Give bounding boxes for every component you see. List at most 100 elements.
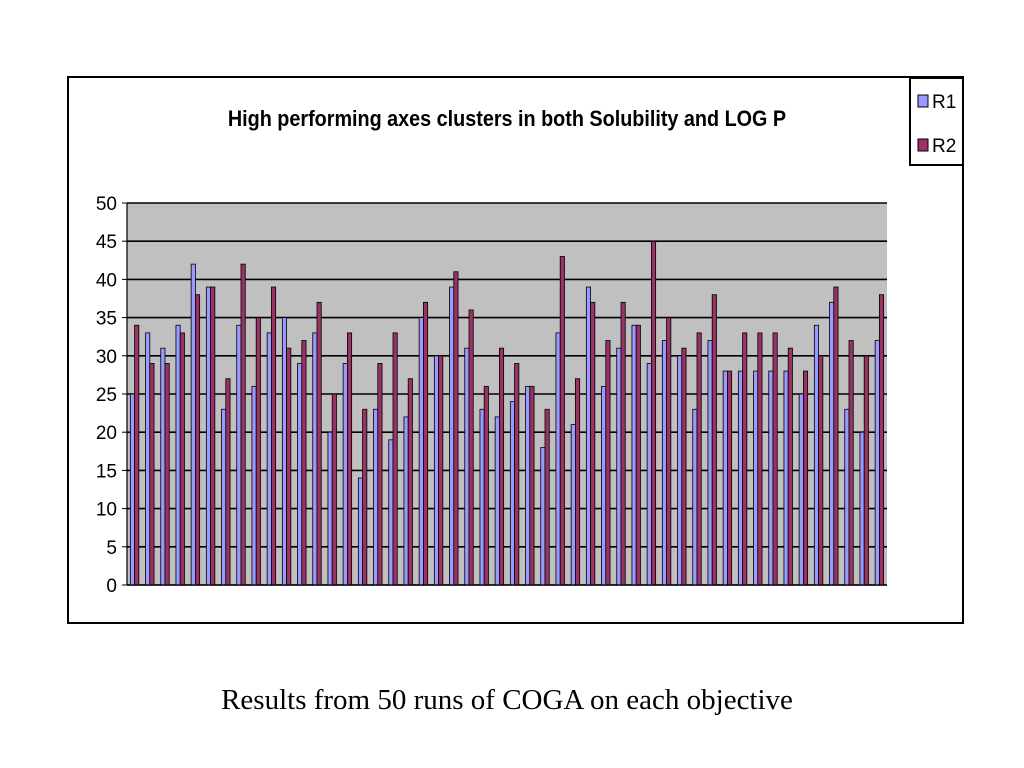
bar-r1 <box>251 385 257 586</box>
chart-title: High performing axes clusters in both So… <box>228 107 786 131</box>
bar-r2 <box>179 332 185 586</box>
bar-r1 <box>585 286 591 586</box>
y-tick-label: 15 <box>96 461 117 482</box>
bar-r1 <box>129 393 136 586</box>
bar-r2 <box>605 340 611 586</box>
y-tick-label: 5 <box>106 538 117 559</box>
bar-r1 <box>829 301 835 586</box>
bar-r1 <box>661 340 667 586</box>
bar-r2 <box>559 256 565 586</box>
y-tick-label: 40 <box>96 270 117 291</box>
bar-r2 <box>620 301 626 586</box>
bar-r1 <box>601 385 607 586</box>
bar-r2 <box>134 324 140 586</box>
bar-r2 <box>529 385 535 586</box>
bar-r2 <box>818 355 824 586</box>
legend-swatch-r2 <box>917 138 929 152</box>
bar-r1 <box>570 424 576 586</box>
bar-r1 <box>327 431 333 586</box>
bar-r2 <box>651 240 657 586</box>
bar-r1 <box>281 317 287 586</box>
bar-r2 <box>346 332 353 586</box>
bar-r1 <box>449 286 455 586</box>
bar-r2 <box>483 385 489 586</box>
bar-r1 <box>312 332 318 586</box>
y-tick-label: 30 <box>96 347 117 368</box>
bar-r1 <box>677 355 683 586</box>
bar-r1 <box>525 385 531 586</box>
bar-r2 <box>316 301 322 586</box>
y-tick-label: 50 <box>96 194 117 215</box>
bar-r2 <box>392 332 398 586</box>
bar-r1 <box>707 340 713 586</box>
bar-r1 <box>555 332 561 586</box>
bar-r2 <box>468 309 474 586</box>
bar-r1 <box>403 416 409 586</box>
bar-r2 <box>803 370 809 586</box>
bar-r2 <box>681 347 687 586</box>
bar-r1 <box>646 363 652 586</box>
caption: Results from 50 runs of COGA on each obj… <box>221 684 793 716</box>
bar-r1 <box>266 332 272 586</box>
bar-r1 <box>342 363 348 586</box>
bar-r2 <box>574 378 581 586</box>
bar-r2 <box>331 393 337 586</box>
bar-r1 <box>631 324 637 586</box>
bar-r2 <box>240 263 246 586</box>
bar-r2 <box>711 294 717 586</box>
bar-r2 <box>635 324 641 586</box>
bar-r1 <box>783 370 789 586</box>
bar-r1 <box>160 347 166 586</box>
bar-r1 <box>768 370 774 586</box>
bar-r1 <box>221 408 227 586</box>
bar-r2 <box>164 363 170 586</box>
bar-r1 <box>494 416 500 586</box>
legend: R1 R2 <box>909 78 962 166</box>
bar-r1 <box>798 393 804 586</box>
legend-label-r1: R1 <box>932 92 956 113</box>
y-tick-label: 25 <box>96 385 117 406</box>
bar-r1 <box>813 324 819 586</box>
bar-r2 <box>362 408 368 586</box>
bar-r2 <box>498 347 505 586</box>
bar-r2 <box>787 347 793 586</box>
y-tick-label: 45 <box>96 232 117 253</box>
bar-r2 <box>772 332 778 586</box>
bar-r1 <box>205 286 211 586</box>
bar-r1 <box>190 263 196 586</box>
bar-r1 <box>722 370 728 586</box>
bar-r1 <box>859 431 865 586</box>
bar-r1 <box>737 370 743 586</box>
legend-swatch-r1 <box>917 94 929 108</box>
legend-label-r2: R2 <box>932 136 956 157</box>
bar-r1 <box>540 447 546 586</box>
bar-r2 <box>544 408 550 586</box>
bar-r2 <box>407 378 413 586</box>
bar-r1 <box>753 370 759 586</box>
bar-r1 <box>175 324 181 586</box>
bar-r1 <box>236 324 242 586</box>
bar-r2 <box>863 355 869 586</box>
bar-r1 <box>297 363 303 586</box>
bar-r2 <box>301 340 307 586</box>
bar-r2 <box>514 363 520 586</box>
bar-r2 <box>149 363 155 586</box>
bar-r2 <box>286 347 292 586</box>
bar-r1 <box>616 347 622 586</box>
bar-r2 <box>453 271 459 586</box>
plot-area: 0 5 10 15 20 25 30 35 40 45 50 <box>96 194 887 597</box>
bar-r1 <box>874 340 880 586</box>
bar-r1 <box>357 477 363 586</box>
bar-r2 <box>727 370 733 586</box>
bar-r2 <box>438 355 444 586</box>
bar-r1 <box>388 439 394 586</box>
bar-r1 <box>464 347 470 586</box>
bar-r2 <box>210 286 216 586</box>
bar-r2 <box>255 317 261 586</box>
bar-r2 <box>422 301 429 586</box>
bar-r2 <box>666 317 672 586</box>
bar-r2 <box>225 378 231 586</box>
bar-r1 <box>418 317 424 586</box>
y-tick-label: 0 <box>106 576 117 597</box>
bar-r2 <box>696 332 702 586</box>
